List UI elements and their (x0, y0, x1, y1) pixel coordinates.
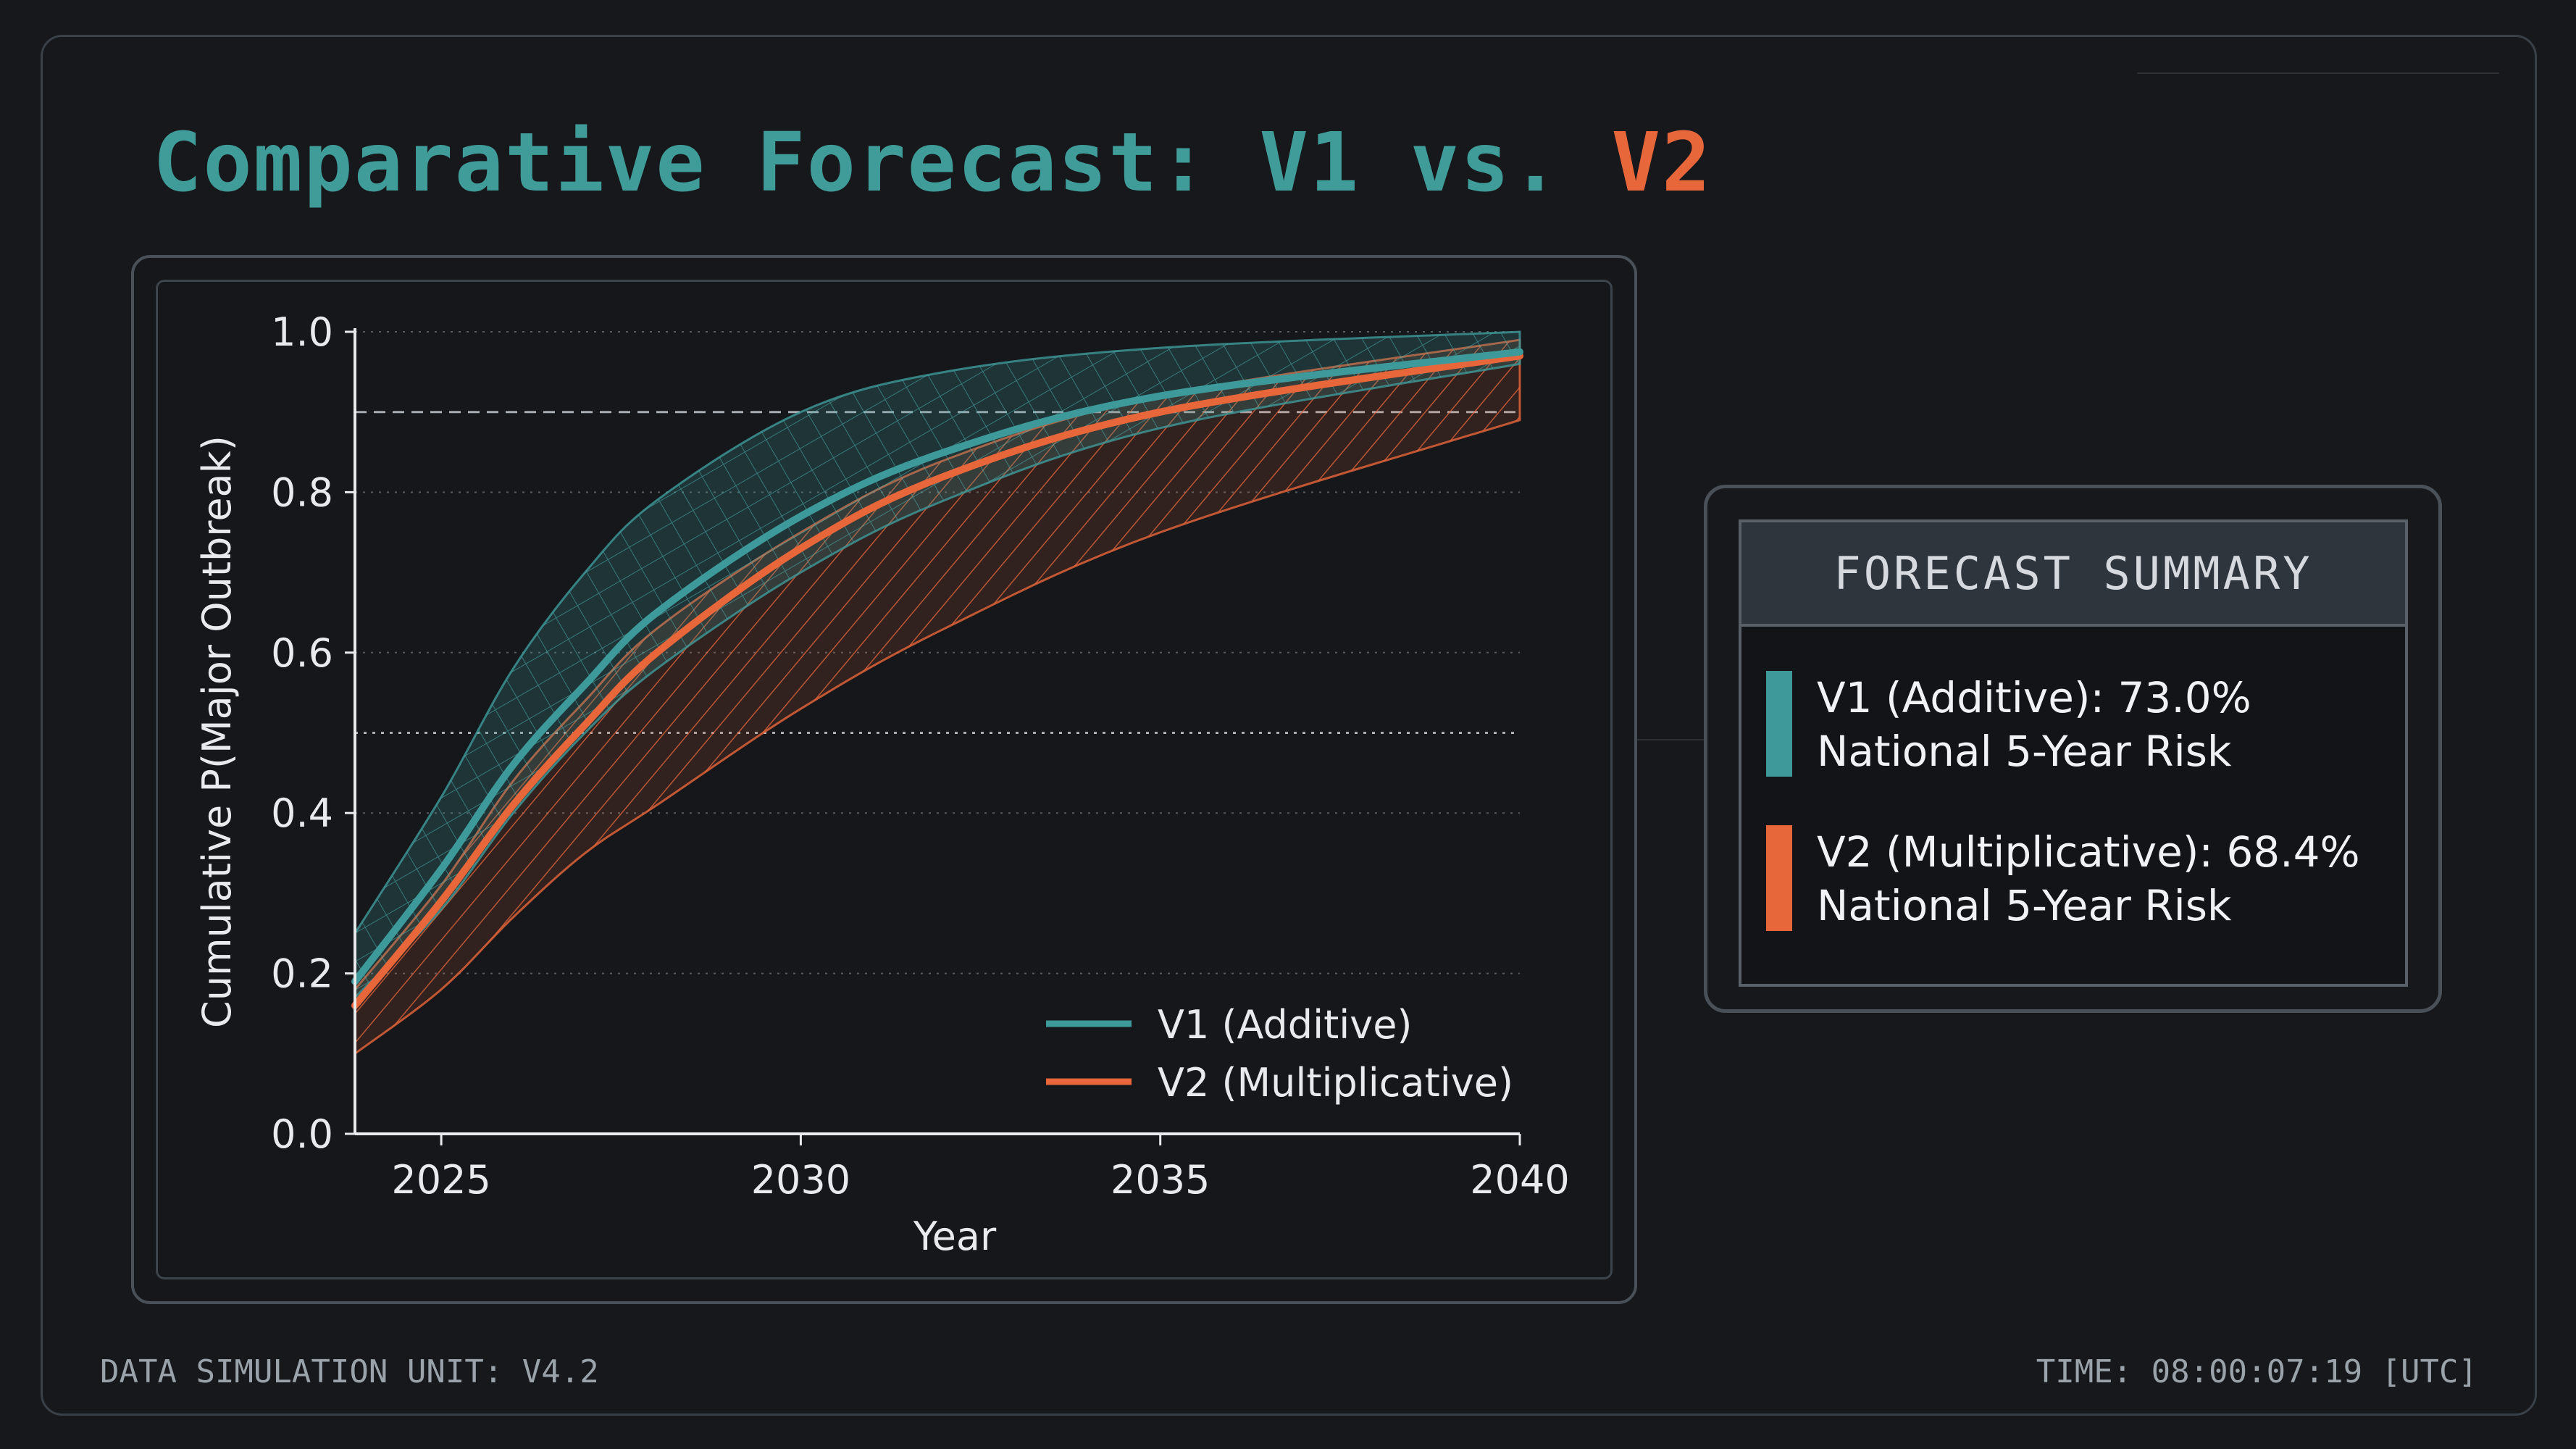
title-main: Comparative Forecast: V1 vs. (153, 116, 1612, 210)
x-tick-label: 2040 (1470, 1157, 1569, 1203)
y-tick-label: 0.4 (271, 790, 333, 836)
v2-risk-value: V2 (Multiplicative): 68.4% (1817, 827, 2360, 877)
legend-label-v2: V2 (Multiplicative) (1158, 1060, 1513, 1106)
chart-inner-frame (156, 280, 1613, 1279)
v1-risk-value: V1 (Additive): 73.0% (1817, 673, 2251, 722)
y-tick-label: 0.0 (271, 1111, 333, 1157)
summary-panel-frame (1704, 485, 2442, 1013)
decor-line (2137, 72, 2499, 74)
v1-color-bar (1766, 671, 1792, 777)
confidence-band-v1 (354, 330, 1521, 1001)
x-tick-label: 2035 (1111, 1157, 1210, 1203)
y-tick-label: 1.0 (271, 309, 333, 355)
forecast-summary: FORECAST SUMMARY V1 (Additive): 73.0% Nat… (1739, 519, 2408, 987)
series-line-v2 (351, 352, 1523, 1009)
hud-frame (41, 35, 2537, 1416)
connector-line (1623, 739, 1704, 740)
v2-color-bar (1766, 825, 1792, 931)
x-tick-label: 2025 (391, 1157, 490, 1203)
y-tick-label: 0.2 (271, 951, 333, 997)
v2-risk-label: National 5-Year Risk (1817, 881, 2232, 930)
v1-risk-label: National 5-Year Risk (1817, 727, 2232, 776)
y-tick-label: 0.6 (271, 630, 333, 676)
y-axis-label: Cumulative P(Major Outbreak) (194, 435, 240, 1028)
page-title: Comparative Forecast: V1 vs. V2 (153, 116, 1712, 210)
title-v2: V2 (1611, 116, 1713, 210)
footer-unit: DATA SIMULATION UNIT: V4.2 (100, 1353, 599, 1390)
x-axis-label: Year (913, 1214, 997, 1259)
y-tick-label: 0.8 (271, 469, 333, 515)
legend: V1 (Additive) V2 (Multiplicative) (1046, 1002, 1513, 1106)
series-line-v1 (351, 348, 1523, 985)
summary-title: FORECAST SUMMARY (1741, 522, 2405, 627)
legend-label-v1: V1 (Additive) (1158, 1002, 1413, 1048)
footer-time: TIME: 08:00:07:19 [UTC] (2036, 1353, 2477, 1390)
x-tick-label: 2030 (751, 1157, 850, 1203)
summary-entry-v1: V1 (Additive): 73.0% National 5-Year Risk (1766, 671, 2251, 778)
summary-entry-v2: V2 (Multiplicative): 68.4% National 5-Yea… (1766, 825, 2360, 932)
